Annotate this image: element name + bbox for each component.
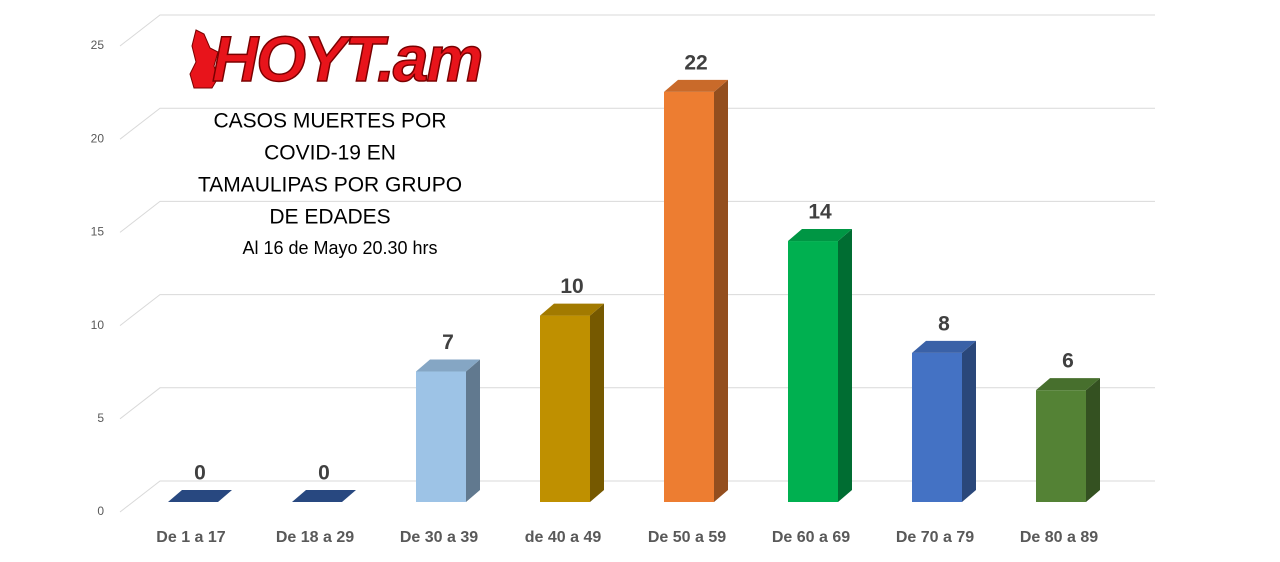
bar-top	[416, 359, 480, 372]
value-label: 7	[442, 331, 454, 354]
value-label: 8	[938, 312, 950, 335]
bar-top	[664, 79, 728, 92]
value-label: 22	[684, 51, 707, 74]
x-tick-label: De 70 a 79	[896, 529, 974, 546]
value-label: 14	[808, 201, 832, 224]
bar-top	[788, 229, 852, 242]
logo: HOYT.am	[212, 23, 481, 95]
grid-line	[119, 200, 1155, 233]
chart-title: TAMAULIPAS POR GRUPO	[198, 174, 462, 197]
bar-side	[838, 229, 852, 503]
y-tick-label: 20	[91, 131, 105, 145]
x-tick-label: De 80 a 89	[1020, 529, 1098, 546]
bar	[1036, 390, 1086, 502]
bar-top	[912, 340, 976, 353]
bar	[664, 91, 714, 503]
bar-top	[540, 303, 604, 316]
bar-side	[590, 303, 604, 502]
chart-title: COVID-19 EN	[264, 142, 396, 165]
chart-subtitle: Al 16 de Mayo 20.30 hrs	[242, 238, 437, 258]
x-tick-label: De 18 a 29	[276, 529, 354, 546]
value-label: 10	[560, 275, 583, 298]
y-tick-label: 15	[91, 225, 105, 239]
x-tick-label: De 30 a 39	[400, 529, 478, 546]
bar-top	[168, 490, 232, 502]
bar	[416, 371, 466, 502]
bar-side	[962, 340, 976, 502]
y-tick-label: 0	[97, 504, 104, 518]
bar-top	[1036, 378, 1100, 391]
y-tick-label: 25	[91, 38, 105, 52]
value-label: 0	[318, 462, 330, 485]
grid-line	[119, 480, 1155, 513]
bar	[788, 241, 838, 503]
bar-side	[1086, 378, 1100, 502]
bar	[540, 315, 590, 502]
chart-title: DE EDADES	[269, 206, 390, 229]
x-tick-label: de 40 a 49	[525, 529, 602, 546]
y-tick-label: 5	[97, 411, 104, 425]
x-tick-label: De 1 a 17	[156, 529, 225, 546]
logo-shape	[189, 29, 219, 89]
grid-line	[119, 107, 1155, 140]
grid-line	[119, 14, 1155, 47]
bar-side	[466, 359, 480, 502]
grid-line	[119, 387, 1155, 420]
value-label: 6	[1062, 350, 1074, 373]
grid-line	[119, 294, 1155, 326]
x-tick-label: De 60 a 69	[772, 529, 850, 546]
bar-side	[714, 79, 728, 503]
x-tick-label: De 50 a 59	[648, 529, 726, 546]
bar	[912, 352, 962, 502]
bar-top	[292, 490, 356, 502]
chart-title: CASOS MUERTES POR	[214, 110, 447, 133]
value-label: 0	[194, 462, 206, 485]
y-tick-label: 10	[91, 318, 105, 332]
